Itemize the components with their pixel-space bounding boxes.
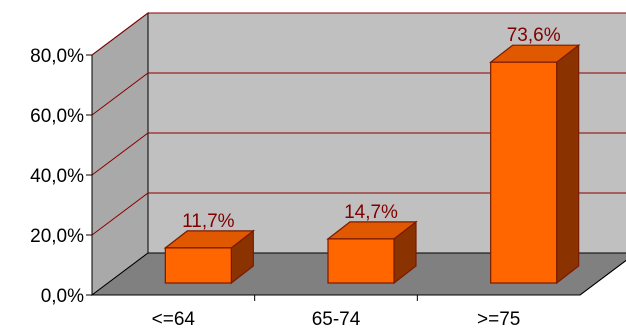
labels: 0,0% 20,0% 40,0% 60,0% 80,0% 11,7% <=64 14,7% 65… — [30, 25, 561, 330]
y-tick-label-4: 80,0% — [30, 46, 84, 67]
gridline-1 — [91, 192, 626, 236]
bar-1 — [327, 238, 395, 284]
x-tick-label-0: <=64 — [152, 309, 196, 330]
gridline-3 — [91, 72, 626, 116]
data-label-1: 14,7% — [344, 202, 398, 223]
y-tick-label-1: 20,0% — [30, 226, 84, 247]
bar-2 — [490, 61, 558, 284]
y-tick-label-2: 40,0% — [30, 166, 84, 187]
data-label-0: 11,7% — [182, 211, 235, 232]
bars — [163, 43, 581, 285]
y-tick-label-3: 60,0% — [30, 106, 84, 127]
floor-edge — [579, 259, 626, 296]
x-tick-label-2: >=75 — [477, 309, 520, 330]
gridline-4 — [91, 12, 626, 56]
x-tick-label-1: 65-74 — [312, 309, 361, 330]
axes — [86, 54, 626, 301]
y-tick-label-0: 0,0% — [41, 286, 84, 307]
data-label-2: 73,6% — [507, 25, 561, 46]
bar-side-2 — [556, 43, 580, 285]
gridlines — [91, 12, 626, 236]
gridline-2 — [91, 132, 626, 176]
bar-0 — [164, 247, 232, 284]
